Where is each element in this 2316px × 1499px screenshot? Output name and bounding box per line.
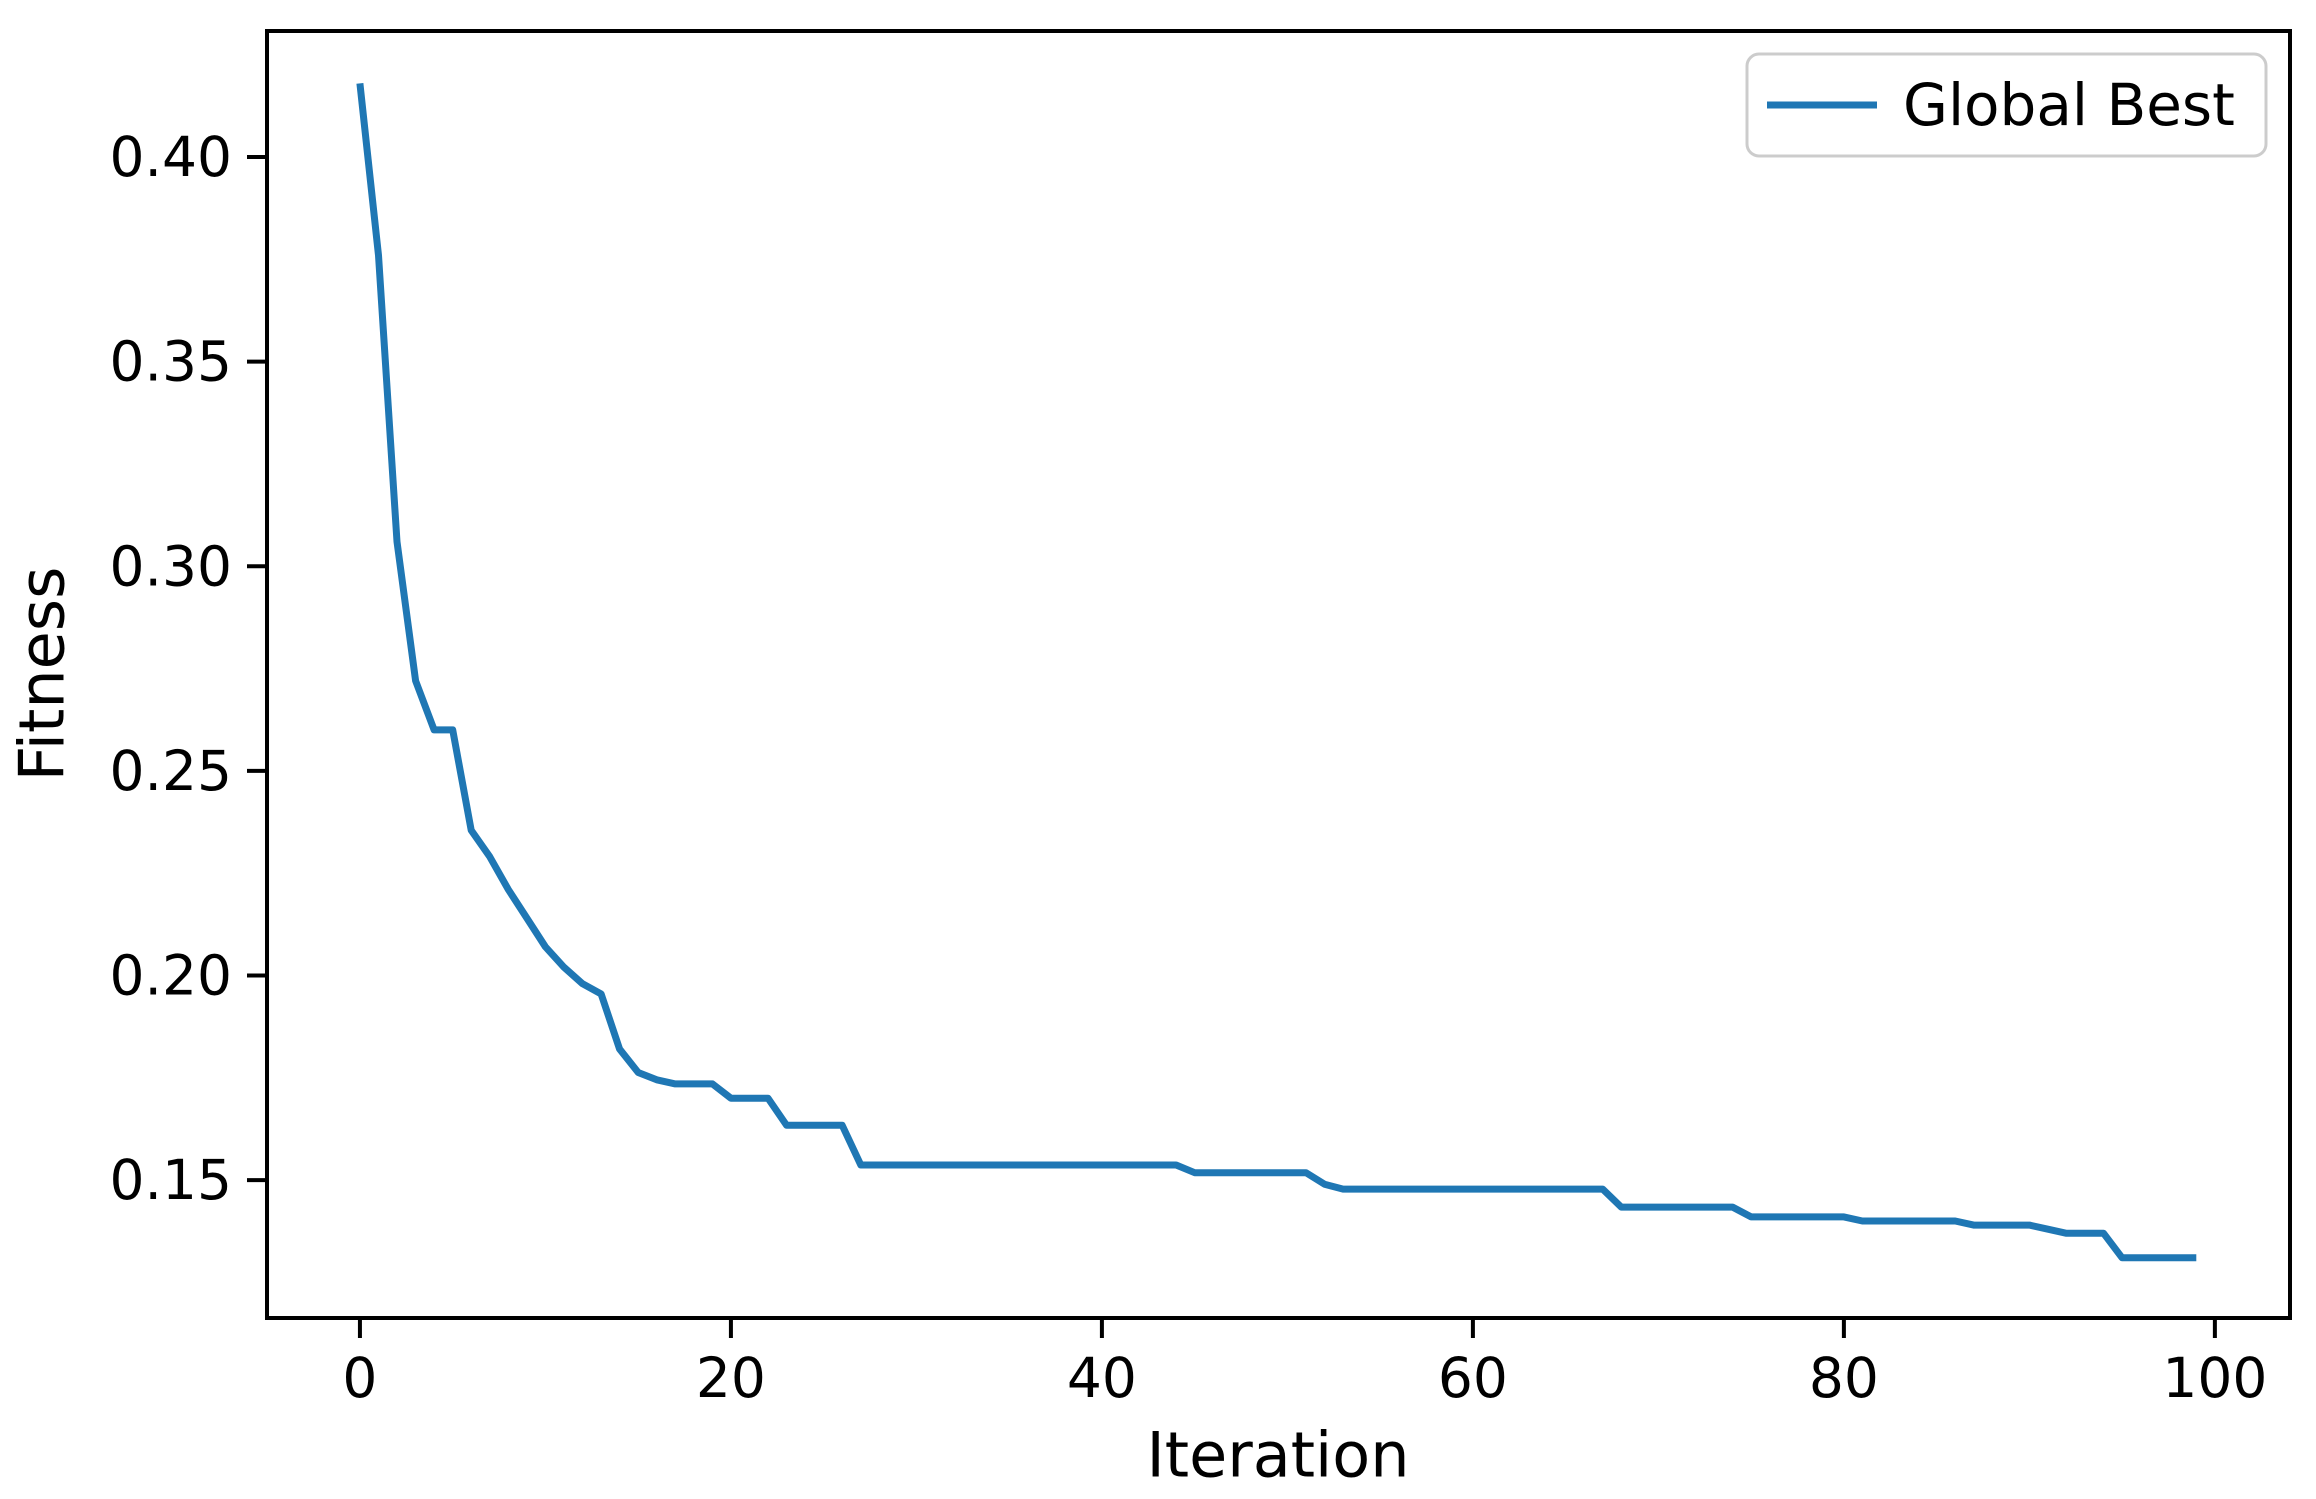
- x-axis-ticks: 0 20 40 60 80 100: [342, 1318, 2267, 1410]
- x-tick-label: 100: [2162, 1346, 2267, 1410]
- x-tick-label: 60: [1438, 1346, 1508, 1410]
- y-tick-label: 0.35: [110, 330, 232, 394]
- y-tick-label: 0.20: [110, 943, 232, 1007]
- legend-box: [1745, 52, 2268, 158]
- y-tick-label: 0.25: [110, 739, 232, 803]
- y-tick-label: 0.15: [110, 1148, 232, 1212]
- legend: Global Best: [1745, 52, 2268, 158]
- y-tick-label: 0.40: [110, 125, 232, 189]
- x-tick-label: 20: [696, 1346, 766, 1410]
- y-tick-label: 0.30: [110, 534, 232, 598]
- x-tick-label: 0: [342, 1346, 377, 1410]
- x-axis-title: Iteration: [1147, 1419, 1410, 1492]
- legend-label: Global Best: [1903, 71, 2235, 139]
- x-tick-label: 40: [1067, 1346, 1137, 1410]
- plot-area: [265, 29, 2292, 1320]
- y-axis-ticks: 0.40 0.35 0.30 0.25 0.20 0.15: [110, 125, 267, 1212]
- y-axis-title: Fitness: [6, 567, 79, 782]
- global-best-line: [356, 83, 2197, 1262]
- x-tick-label: 80: [1809, 1346, 1879, 1410]
